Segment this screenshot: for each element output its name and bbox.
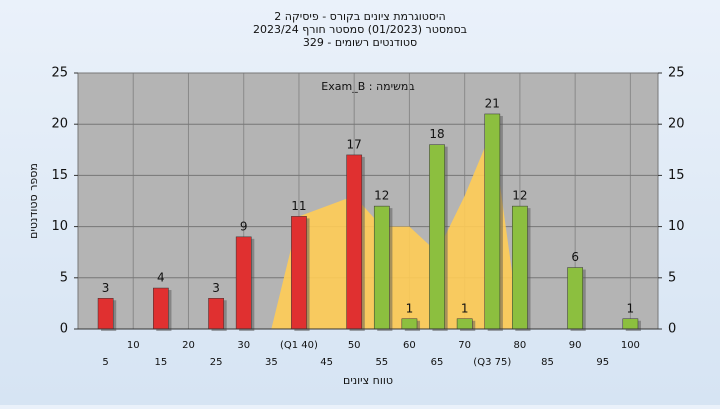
value-label: 1 [461, 301, 469, 315]
x-tick-label: 90 [569, 340, 582, 351]
annotation: במשימה : Exam_B [321, 80, 414, 93]
value-label: 3 [102, 281, 110, 295]
y-tick-label: 20 [51, 117, 68, 132]
value-label: 1 [627, 301, 635, 315]
bar [456, 318, 473, 330]
value-label: 12 [374, 189, 389, 203]
y2-tick-label: 20 [668, 117, 685, 132]
x-axis-label: טווח ציונים [343, 374, 393, 387]
value-label: 9 [240, 219, 248, 233]
x-tick-label: 10 [127, 340, 140, 351]
y-tick-label: 5 [60, 270, 68, 285]
x-tick-label: 80 [514, 340, 527, 351]
chart-subtitle: סטודנטים רשומים - 329 [303, 36, 417, 49]
distribution-area [271, 129, 520, 329]
bar [484, 113, 501, 330]
value-label: 4 [157, 271, 165, 285]
bar [153, 287, 169, 330]
y-axis-label: מספר סטודנטים [27, 163, 40, 239]
x-tick-label: 5 [102, 357, 108, 368]
bar [512, 205, 528, 330]
x-tick-label: 70 [458, 340, 471, 351]
value-label: 18 [429, 127, 444, 141]
value-label: 6 [571, 250, 579, 264]
bar [346, 154, 363, 330]
x-tick-label: 60 [403, 340, 416, 351]
bar [208, 298, 224, 330]
y2-tick-label: 25 [668, 66, 685, 81]
chart-title: היסטוגרמת ציונים בקורס - פיסיקה 2 [274, 10, 445, 23]
x-tick-label: 15 [154, 357, 167, 368]
y2-tick-label: 10 [668, 219, 685, 234]
y-tick-label: 15 [51, 168, 68, 183]
x-tick-label: 30 [237, 340, 250, 351]
value-label: 11 [291, 199, 306, 213]
chart-subtitle: בסמסטר (01/2023) סמסטר חורף 2023/24 [253, 23, 467, 36]
x-tick-label: 25 [210, 357, 223, 368]
bar [373, 205, 390, 330]
value-label: 21 [485, 96, 500, 110]
y2-tick-label: 5 [668, 270, 676, 285]
y-tick-label: 25 [51, 66, 68, 81]
x-tick-label: 100 [621, 340, 640, 351]
bar [291, 216, 307, 330]
y2-tick-label: 0 [668, 322, 676, 337]
x-tick-label: (Q3 75) [473, 357, 511, 368]
value-label: 3 [212, 281, 220, 295]
bar [97, 298, 114, 330]
y-tick-label: 0 [60, 322, 68, 337]
bar [567, 267, 583, 330]
x-tick-label: (Q1 40) [280, 340, 318, 351]
x-tick-label: 20 [182, 340, 195, 351]
y2-tick-label: 15 [668, 168, 685, 183]
value-label: 12 [512, 189, 527, 203]
x-tick-label: 85 [541, 357, 554, 368]
x-tick-label: 35 [265, 357, 278, 368]
value-label: 17 [347, 137, 362, 151]
bar [429, 144, 445, 330]
x-tick-label: 55 [375, 357, 388, 368]
y-tick-label: 10 [51, 219, 68, 234]
bar [235, 236, 252, 330]
value-label: 1 [406, 301, 414, 315]
bar [401, 318, 418, 330]
x-tick-label: 50 [348, 340, 361, 351]
x-tick-label: 95 [596, 357, 609, 368]
bar [622, 318, 639, 330]
x-tick-label: 45 [320, 357, 333, 368]
x-tick-label: 65 [431, 357, 444, 368]
